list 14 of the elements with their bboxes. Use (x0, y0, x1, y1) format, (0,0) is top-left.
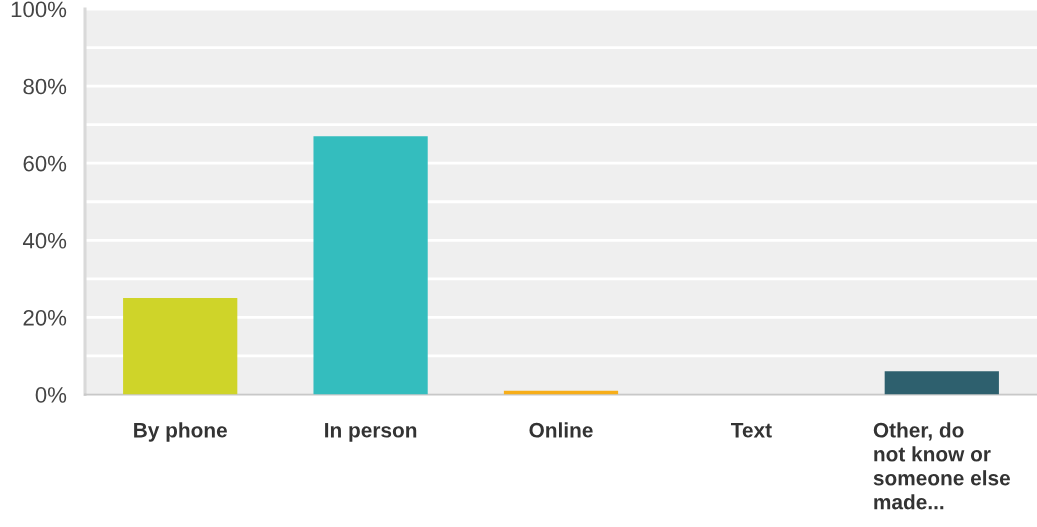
x-tick-label: Text (730, 423, 772, 438)
y-tick-label: 0% (35, 387, 67, 403)
y-tick-label: 60% (23, 155, 67, 172)
x-tick-label: By phone (134, 422, 227, 442)
y-tick-label: 80% (23, 78, 67, 95)
x-tick-label: Online (529, 422, 593, 438)
bar (884, 371, 999, 395)
bar (313, 136, 428, 395)
x-tick-label: In person (325, 423, 417, 442)
y-tick-label: 40% (22, 232, 67, 249)
bar (123, 298, 238, 395)
y-tick-label: 100% (11, 1, 67, 18)
x-tick-label: Other, do not know or someone else made... (873, 422, 1010, 510)
y-tick-label: 20% (23, 309, 67, 326)
